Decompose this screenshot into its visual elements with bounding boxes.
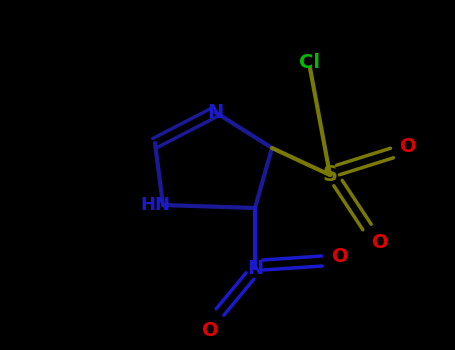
Text: S: S: [323, 165, 338, 185]
Text: O: O: [399, 136, 416, 155]
Text: N: N: [207, 103, 223, 121]
Text: O: O: [372, 233, 388, 252]
Text: O: O: [332, 246, 349, 266]
Text: N: N: [247, 259, 263, 278]
Text: Cl: Cl: [299, 54, 320, 72]
Text: O: O: [202, 321, 218, 340]
Text: HN: HN: [140, 196, 170, 214]
